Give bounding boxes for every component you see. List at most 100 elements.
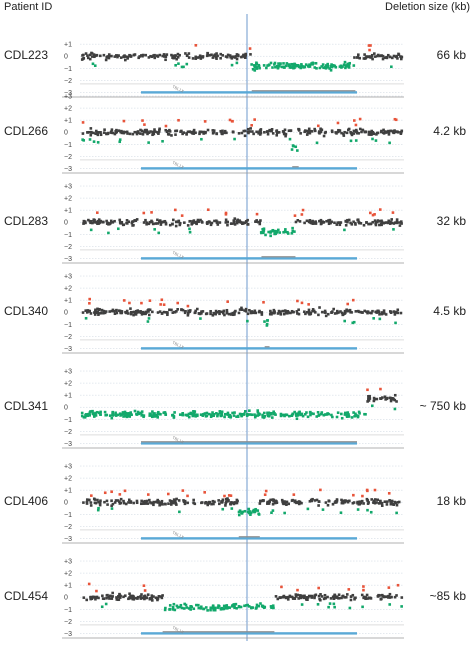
data-point — [362, 502, 365, 505]
data-point — [381, 54, 385, 58]
data-point — [198, 312, 202, 316]
data-point — [198, 132, 201, 136]
data-point — [107, 595, 111, 599]
data-point — [350, 132, 353, 135]
data-point — [283, 128, 287, 132]
data-point — [207, 502, 211, 505]
y-tick-label: 0 — [64, 220, 68, 227]
data-point — [294, 145, 298, 149]
data-point — [85, 498, 89, 501]
data-point — [255, 130, 258, 134]
data-point — [283, 414, 286, 418]
data-point — [120, 221, 124, 224]
data-point — [256, 411, 260, 414]
data-point — [380, 501, 384, 505]
data-point — [132, 310, 136, 314]
data-point — [398, 221, 401, 224]
data-point — [299, 596, 303, 600]
data-point — [266, 411, 269, 415]
data-point — [266, 500, 270, 504]
data-point — [393, 595, 397, 599]
data-point — [175, 57, 178, 61]
data-point — [200, 310, 203, 313]
data-point — [235, 415, 238, 419]
data-point — [118, 140, 122, 144]
data-point — [246, 319, 249, 323]
data-point — [115, 308, 118, 312]
data-point — [183, 310, 187, 313]
data-point — [253, 510, 257, 514]
data-point — [340, 131, 343, 135]
data-point — [204, 606, 208, 609]
data-point — [269, 412, 272, 415]
data-point — [337, 593, 341, 597]
data-point — [263, 320, 266, 323]
data-point — [184, 52, 187, 55]
data-point — [174, 63, 177, 67]
data-point — [93, 313, 97, 316]
data-point — [122, 223, 126, 226]
data-point — [353, 221, 357, 225]
data-point — [211, 56, 215, 59]
data-point — [151, 310, 154, 314]
data-point — [355, 128, 358, 132]
data-point — [293, 214, 297, 217]
data-point — [326, 503, 330, 507]
data-point — [301, 208, 305, 212]
data-point — [181, 489, 185, 492]
data-point — [240, 308, 244, 312]
data-point — [363, 309, 366, 313]
data-point — [183, 311, 187, 315]
data-point — [109, 219, 113, 223]
data-point — [274, 65, 277, 69]
data-point — [97, 500, 100, 504]
data-point — [350, 223, 354, 226]
data-point — [372, 396, 376, 400]
data-point — [243, 410, 247, 413]
data-point — [340, 596, 343, 600]
y-tick-label: −3 — [64, 166, 72, 173]
data-point — [232, 603, 236, 606]
data-point — [216, 413, 220, 416]
data-point — [224, 605, 228, 608]
data-point — [145, 596, 149, 599]
data-point — [244, 309, 248, 313]
data-point — [156, 416, 160, 419]
data-point — [117, 595, 121, 599]
data-point — [145, 222, 148, 226]
data-point — [166, 311, 169, 314]
data-point — [282, 65, 286, 69]
data-point — [133, 130, 137, 134]
data-point — [105, 55, 109, 59]
data-point — [373, 52, 376, 55]
data-point — [82, 596, 86, 599]
data-point — [359, 501, 363, 505]
data-point — [250, 310, 254, 313]
data-point — [160, 596, 164, 600]
data-point — [233, 606, 236, 610]
data-point — [94, 310, 97, 313]
data-point — [132, 313, 135, 317]
data-point — [90, 131, 93, 134]
data-point — [108, 414, 112, 417]
data-point — [143, 128, 147, 132]
data-point — [344, 64, 348, 68]
data-point — [94, 597, 97, 601]
data-point — [93, 498, 97, 501]
data-point — [198, 130, 202, 134]
data-point — [398, 224, 402, 227]
data-point — [387, 219, 391, 223]
data-point — [292, 144, 295, 148]
data-point — [233, 137, 236, 141]
data-point — [126, 57, 129, 60]
data-point — [373, 498, 377, 501]
data-point — [122, 499, 125, 503]
data-point — [344, 66, 347, 70]
data-point — [105, 219, 108, 223]
data-point — [383, 221, 387, 225]
data-point — [215, 412, 218, 415]
data-point — [146, 320, 150, 323]
data-point — [370, 498, 374, 501]
data-point — [100, 605, 104, 609]
data-point — [279, 313, 283, 316]
